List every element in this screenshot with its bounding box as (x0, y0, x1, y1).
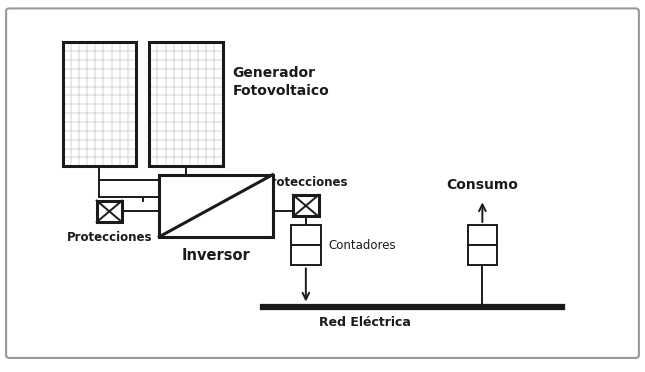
Text: Protecciones: Protecciones (66, 231, 152, 244)
Polygon shape (159, 175, 273, 237)
Polygon shape (291, 245, 321, 266)
Text: AC: AC (249, 219, 266, 232)
Text: Red Eléctrica: Red Eléctrica (319, 316, 411, 329)
Text: Consumo: Consumo (446, 178, 519, 192)
Text: Contadores: Contadores (328, 239, 396, 252)
Text: Generador
Fotovoltaico: Generador Fotovoltaico (233, 65, 330, 98)
Text: Protecciones: Protecciones (263, 176, 348, 189)
Polygon shape (97, 201, 122, 222)
Polygon shape (293, 195, 319, 217)
Polygon shape (291, 225, 321, 245)
Polygon shape (468, 245, 497, 266)
Polygon shape (468, 225, 497, 245)
Text: DC: DC (166, 179, 184, 192)
Text: Inversor: Inversor (181, 248, 250, 263)
